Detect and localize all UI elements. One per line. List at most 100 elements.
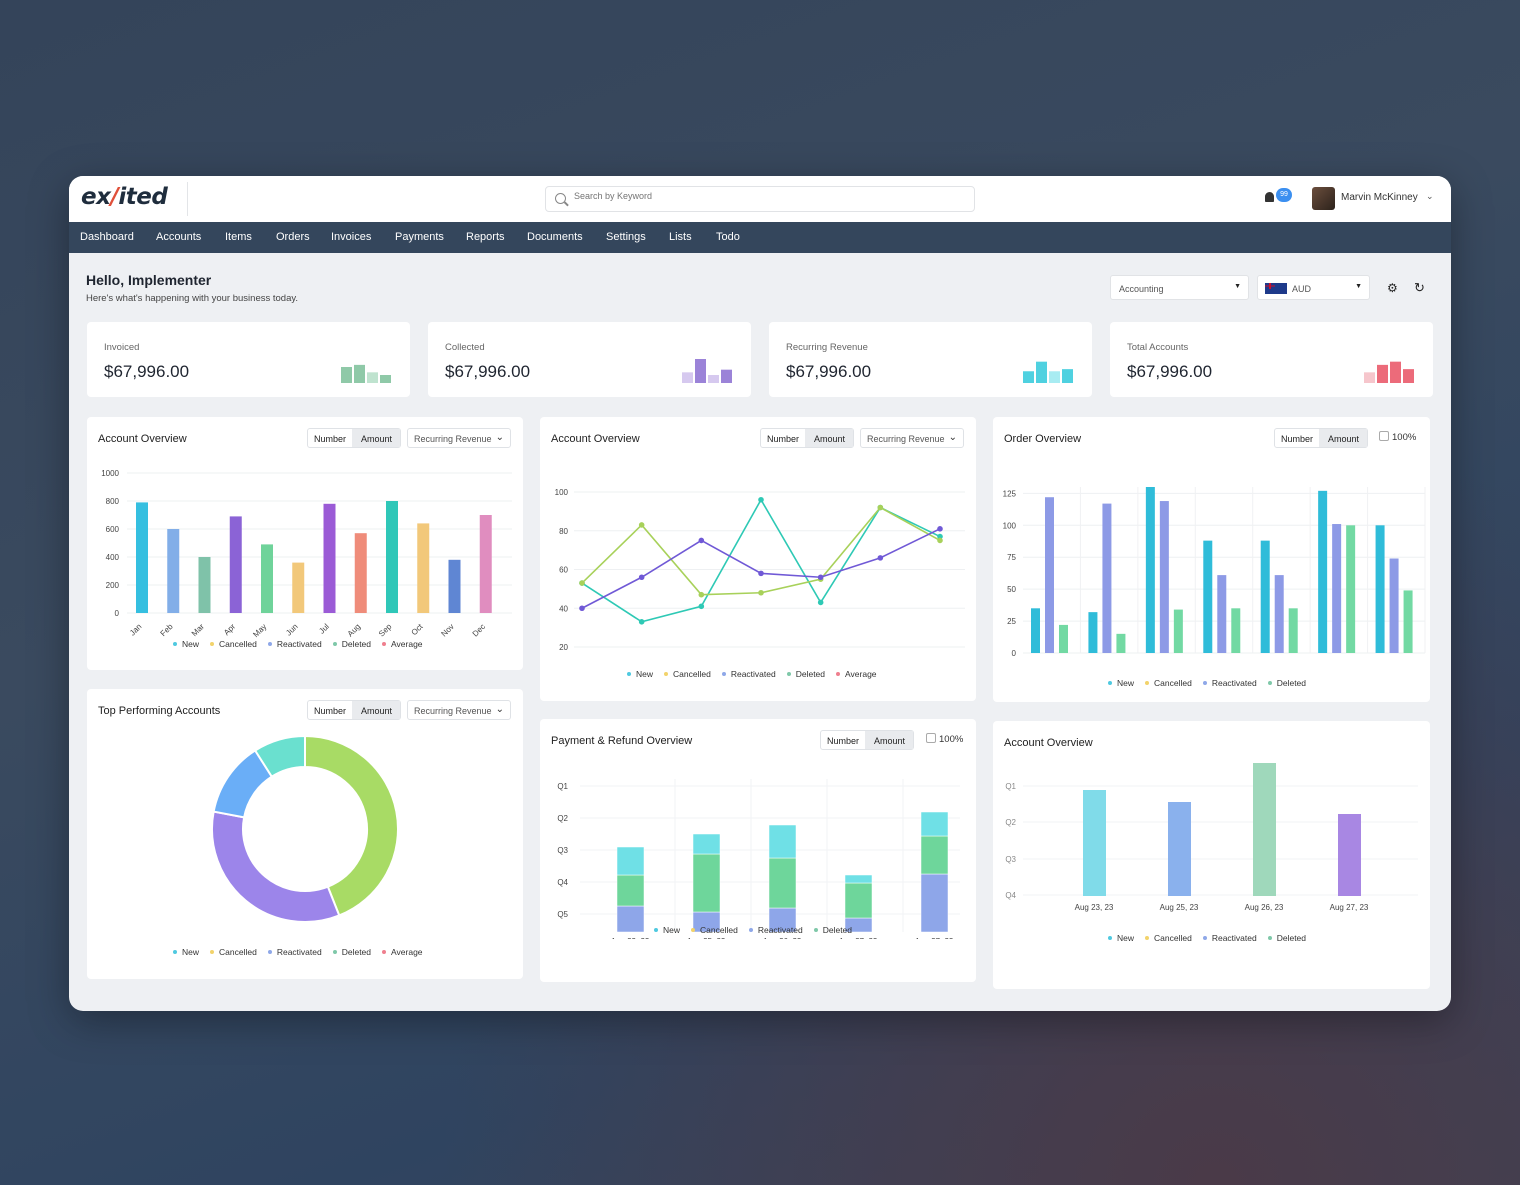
data-point[interactable] — [817, 574, 824, 581]
legend-item[interactable]: Deleted — [1267, 678, 1306, 688]
bar[interactable] — [1403, 590, 1413, 653]
bar[interactable] — [1318, 490, 1328, 653]
stacked-bar-segment[interactable] — [920, 835, 949, 875]
nav-item-orders[interactable]: Orders — [276, 231, 310, 243]
data-point[interactable] — [698, 537, 705, 544]
legend-item[interactable]: Deleted — [332, 639, 371, 649]
bar[interactable] — [1031, 608, 1040, 653]
legend-item[interactable]: Average — [382, 947, 423, 957]
refresh-icon[interactable]: ↻ — [1414, 280, 1425, 295]
legend-item[interactable]: Reactivated — [267, 947, 322, 957]
nav-item-invoices[interactable]: Invoices — [331, 231, 372, 243]
data-point[interactable] — [758, 496, 764, 503]
nav-item-payments[interactable]: Payments — [395, 231, 444, 243]
bar[interactable] — [323, 503, 336, 613]
bar[interactable] — [386, 501, 398, 613]
stacked-bar-segment[interactable] — [768, 857, 797, 909]
series-line[interactable] — [581, 498, 941, 623]
data-point[interactable] — [698, 603, 705, 610]
bell-icon[interactable] — [1265, 192, 1274, 202]
data-point[interactable] — [758, 570, 764, 577]
checkbox-box[interactable] — [1379, 431, 1389, 441]
amount-toggle[interactable]: Amount — [361, 706, 393, 716]
number-toggle[interactable]: Number — [314, 434, 347, 444]
bar[interactable] — [198, 557, 211, 613]
bar[interactable] — [1168, 802, 1191, 896]
legend-item[interactable]: Average — [836, 669, 877, 679]
number-toggle[interactable]: Number — [1281, 434, 1314, 444]
amount-toggle[interactable]: Amount — [814, 434, 846, 444]
bar[interactable] — [1288, 608, 1298, 653]
bar[interactable] — [1059, 624, 1068, 653]
legend-item[interactable]: New — [1108, 678, 1134, 688]
bar[interactable] — [1375, 525, 1385, 653]
number-toggle[interactable]: Number — [314, 706, 347, 716]
data-point[interactable] — [937, 537, 943, 544]
legend-item[interactable]: New — [173, 947, 199, 957]
number-toggle[interactable]: Number — [767, 434, 800, 444]
amount-toggle[interactable]: Amount — [361, 434, 393, 444]
data-point[interactable] — [937, 526, 943, 532]
stacked-bar-segment[interactable] — [768, 907, 797, 933]
bar[interactable] — [1274, 575, 1284, 653]
user-name[interactable]: Marvin McKinney — [1341, 192, 1418, 203]
chevron-down-icon[interactable]: ⌄ — [1426, 191, 1434, 201]
nav-item-accounts[interactable]: Accounts — [156, 231, 202, 243]
legend-item[interactable]: New — [654, 925, 680, 935]
number-toggle[interactable]: Number — [827, 736, 860, 746]
metric-dropdown[interactable]: Recurring Revenue ⌄ — [860, 428, 964, 448]
nav-item-settings[interactable]: Settings — [606, 231, 646, 243]
gear-icon[interactable]: ⚙ — [1387, 281, 1398, 295]
legend-item[interactable]: New — [1108, 933, 1134, 943]
view-select[interactable]: Accounting ▼ — [1110, 275, 1249, 300]
legend-item[interactable]: Reactivated — [721, 669, 776, 679]
legend-item[interactable]: Cancelled — [1145, 933, 1192, 943]
stacked-bar-segment[interactable] — [616, 874, 645, 907]
bar[interactable] — [1083, 790, 1106, 896]
bar[interactable] — [417, 523, 430, 613]
kpi-card[interactable]: Total Accounts $67,996.00 — [1110, 322, 1433, 397]
kpi-card[interactable]: Invoiced $67,996.00 — [87, 322, 410, 397]
bar[interactable] — [1145, 487, 1155, 653]
series-line[interactable] — [581, 528, 941, 609]
checkbox-box[interactable] — [926, 733, 936, 743]
kpi-card[interactable]: Collected $67,996.00 — [428, 322, 751, 397]
data-point[interactable] — [877, 555, 884, 561]
legend-item[interactable]: Cancelled — [691, 925, 738, 935]
bar[interactable] — [1159, 501, 1169, 653]
legend-item[interactable]: Cancelled — [210, 947, 257, 957]
stacked-bar-segment[interactable] — [692, 853, 721, 913]
nav-item-documents[interactable]: Documents — [527, 231, 583, 243]
data-point[interactable] — [638, 619, 645, 625]
data-point[interactable] — [877, 504, 884, 511]
legend-item[interactable]: Cancelled — [1145, 678, 1192, 688]
search-box[interactable] — [545, 186, 975, 212]
bar[interactable] — [479, 515, 492, 613]
series-line[interactable] — [581, 506, 941, 596]
data-point[interactable] — [638, 574, 645, 581]
stacked-bar-segment[interactable] — [616, 905, 645, 933]
legend-item[interactable]: Deleted — [1267, 933, 1306, 943]
nav-item-lists[interactable]: Lists — [669, 231, 692, 243]
bar[interactable] — [1088, 612, 1098, 653]
donut-slice[interactable] — [211, 810, 341, 923]
donut-slice[interactable] — [304, 734, 399, 917]
bar[interactable] — [1217, 575, 1227, 653]
bar[interactable] — [448, 559, 461, 613]
bar[interactable] — [1045, 497, 1054, 653]
nav-item-dashboard[interactable]: Dashboard — [80, 231, 134, 243]
percent-100-checkbox[interactable]: 100% — [926, 733, 963, 745]
legend-item[interactable]: Deleted — [332, 947, 371, 957]
data-point[interactable] — [579, 580, 585, 586]
bar[interactable] — [1260, 540, 1270, 653]
donut-slice[interactable] — [253, 734, 306, 779]
legend-item[interactable]: Cancelled — [210, 639, 257, 649]
currency-select[interactable]: AUD ▼ — [1257, 275, 1370, 300]
amount-toggle[interactable]: Amount — [1328, 434, 1360, 444]
metric-dropdown[interactable]: Recurring Revenue ⌄ — [407, 428, 511, 448]
nav-item-reports[interactable]: Reports — [466, 231, 505, 243]
legend-item[interactable]: Cancelled — [664, 669, 711, 679]
stacked-bar-segment[interactable] — [616, 846, 645, 876]
bar[interactable] — [1231, 608, 1241, 653]
nav-item-todo[interactable]: Todo — [716, 231, 740, 243]
